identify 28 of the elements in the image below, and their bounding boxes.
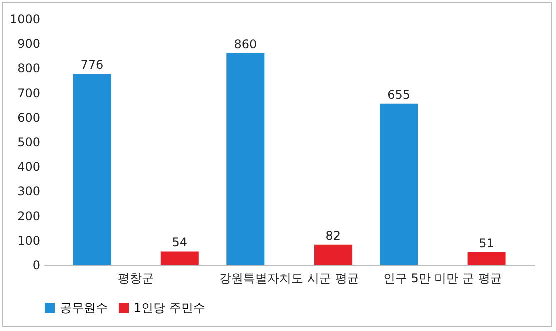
y-tick-label: 700 bbox=[18, 86, 40, 100]
bar bbox=[73, 74, 112, 265]
x-tick-label: 강원특별자치도 시군 평균 bbox=[220, 272, 360, 286]
bar bbox=[380, 104, 418, 265]
y-tick-label: 800 bbox=[18, 62, 40, 76]
y-tick-label: 200 bbox=[18, 209, 40, 224]
bar bbox=[160, 252, 199, 265]
data-label: 776 bbox=[80, 58, 104, 72]
y-tick-label: 1000 bbox=[10, 12, 40, 26]
x-tick-label: 인구 5만 미만 군 평균 bbox=[383, 272, 502, 286]
data-label: 860 bbox=[234, 37, 258, 52]
legend-label: 1인당 주민수 bbox=[134, 301, 206, 315]
data-label: 82 bbox=[326, 228, 341, 243]
data-label: 655 bbox=[388, 88, 411, 102]
y-tick-label: 0 bbox=[32, 258, 40, 272]
bar bbox=[314, 244, 352, 265]
y-tick-label: 400 bbox=[18, 160, 40, 174]
y-tick-label: 900 bbox=[18, 37, 40, 52]
x-tick-label: 평창군 bbox=[118, 272, 154, 286]
y-tick-label: 300 bbox=[18, 184, 40, 199]
data-label: 51 bbox=[479, 236, 494, 250]
bar bbox=[468, 252, 506, 265]
y-tick-label: 600 bbox=[18, 110, 40, 125]
bar bbox=[226, 53, 265, 265]
legend-label: 공무원수 bbox=[60, 301, 108, 315]
data-label: 54 bbox=[172, 236, 188, 250]
y-tick-label: 500 bbox=[18, 136, 40, 150]
y-tick-label: 100 bbox=[18, 234, 40, 248]
